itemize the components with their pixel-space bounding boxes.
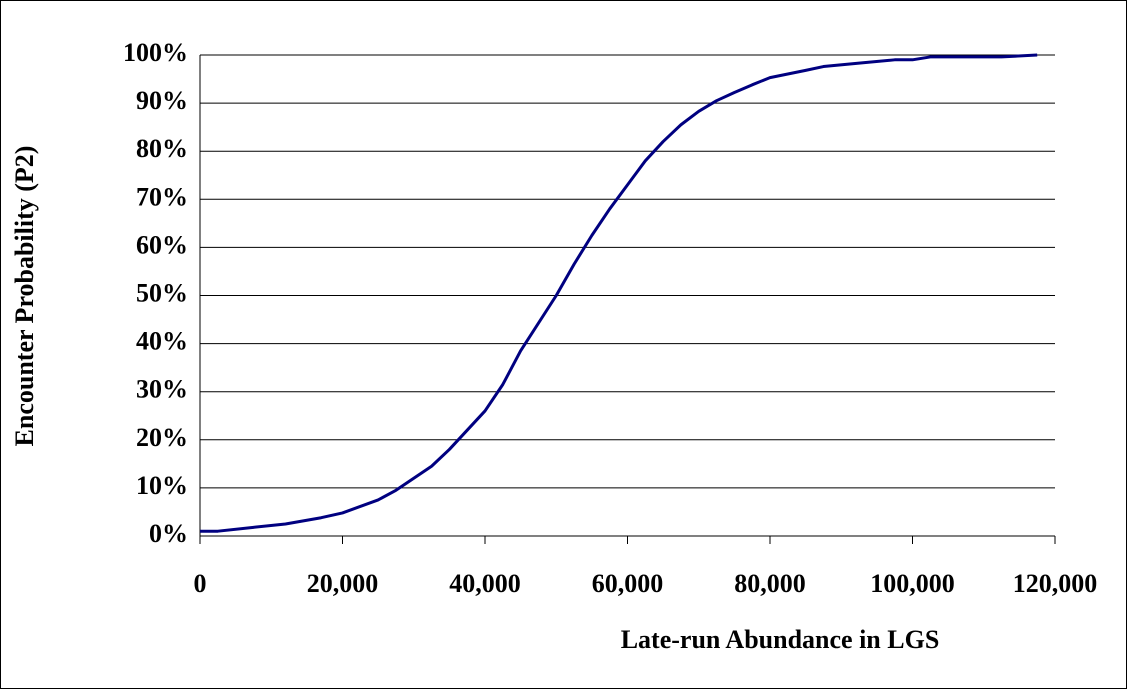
x-tick-label: 80,000 [734,569,806,598]
line-series [200,53,1038,533]
y-tick-label: 90% [136,86,188,115]
y-tick-label: 10% [136,471,188,500]
y-tick-label: 30% [136,375,188,404]
y-tick-label: 20% [136,423,188,452]
x-tick-label: 40,000 [449,569,521,598]
x-axis-label: Late-run Abundance in LGS [621,625,940,654]
x-tick-label: 20,000 [307,569,379,598]
y-tick-label: 100% [123,38,188,67]
y-tick-label: 70% [136,182,188,211]
y-tick-label: 0% [149,519,188,548]
y-tick-label: 80% [136,134,188,163]
x-tick-label: 120,000 [1013,569,1098,598]
y-tick-label: 40% [136,327,188,356]
x-tick-label: 0 [194,569,207,598]
y-axis-label: Encounter Probability (P2) [10,146,39,447]
y-tick-label: 60% [136,230,188,259]
x-tick-label: 100,000 [870,569,955,598]
x-tick-label: 60,000 [592,569,664,598]
y-tick-label: 50% [136,278,188,307]
